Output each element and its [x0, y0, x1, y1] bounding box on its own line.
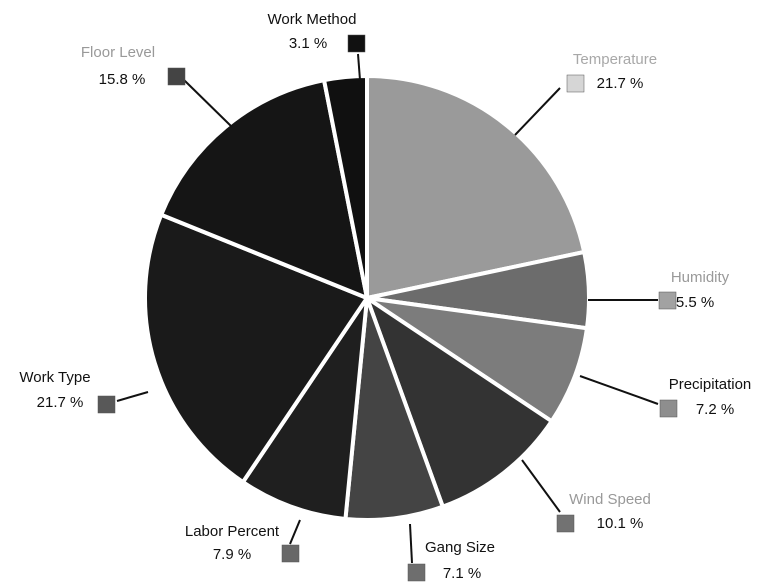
slice-label: Precipitation	[669, 376, 752, 393]
legend-swatch	[566, 74, 585, 93]
legend-swatch	[659, 399, 678, 418]
leader-line	[521, 459, 561, 513]
slice-label: Work Method	[268, 11, 357, 28]
leader-line	[183, 79, 233, 128]
legend-swatch	[167, 67, 186, 86]
slice-label: Wind Speed	[569, 491, 651, 508]
slice-value: 7.9 %	[213, 546, 251, 563]
slice-label: Humidity	[671, 269, 730, 286]
legend-swatch	[658, 291, 677, 310]
slice-label: Floor Level	[81, 44, 155, 61]
slice-value: 5.5 %	[676, 294, 714, 311]
leader-line	[409, 523, 413, 564]
slice-value: 7.2 %	[696, 401, 734, 418]
legend-swatch	[407, 563, 426, 582]
slice-value: 15.8 %	[99, 71, 146, 88]
pie-slice	[159, 78, 369, 300]
slice-label: Gang Size	[425, 539, 495, 556]
leader-line	[514, 87, 561, 136]
legend-swatch	[97, 395, 116, 414]
slice-value: 10.1 %	[597, 515, 644, 532]
leader-line	[289, 519, 301, 545]
legend-swatch	[347, 34, 366, 53]
leader-line	[579, 375, 659, 405]
pie-slice	[365, 296, 554, 509]
leader-line	[116, 391, 149, 402]
slice-value: 21.7 %	[37, 394, 84, 411]
slice-label: Temperature	[573, 51, 657, 68]
slice-label: Work Type	[19, 369, 90, 386]
slice-value: 3.1 %	[289, 35, 327, 52]
pie-slice	[322, 74, 369, 300]
pie-slice	[240, 296, 369, 521]
legend-swatch	[556, 514, 575, 533]
pie-slice	[365, 74, 587, 300]
slice-value: 7.1 %	[443, 565, 481, 582]
pie-slice	[143, 212, 369, 485]
slice-label: Labor Percent	[185, 523, 280, 540]
leader-line	[357, 53, 361, 81]
legend-swatch	[281, 544, 300, 563]
slice-value: 21.7 %	[597, 75, 644, 92]
